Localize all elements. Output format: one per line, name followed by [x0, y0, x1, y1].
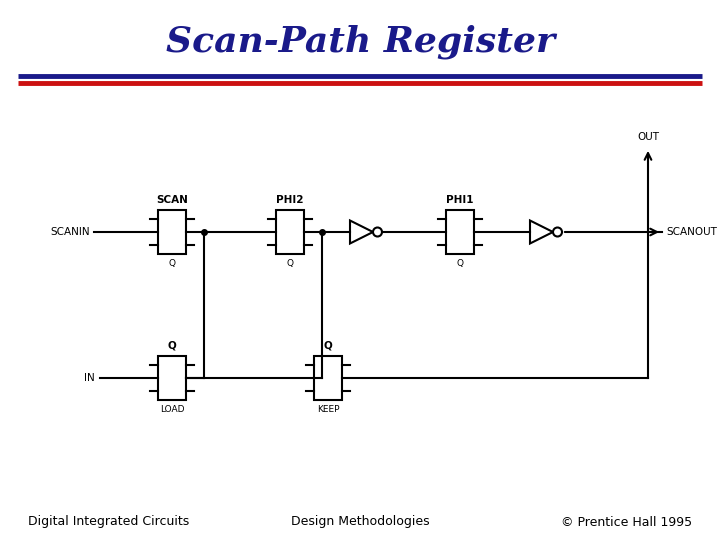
Text: IN: IN	[84, 373, 95, 383]
Text: SCANOUT: SCANOUT	[666, 227, 717, 237]
Text: PHI1: PHI1	[446, 195, 474, 205]
Text: Q: Q	[168, 341, 176, 351]
Text: Digital Integrated Circuits: Digital Integrated Circuits	[28, 516, 189, 529]
Text: LOAD: LOAD	[160, 405, 184, 414]
Bar	[158, 356, 186, 400]
Text: Scan-Path Register: Scan-Path Register	[166, 25, 554, 59]
Bar	[446, 210, 474, 254]
Text: SCANIN: SCANIN	[50, 227, 90, 237]
Text: Q: Q	[456, 259, 464, 268]
Bar	[158, 210, 186, 254]
Text: OUT: OUT	[637, 132, 659, 142]
Text: Q: Q	[168, 259, 176, 268]
Bar	[276, 210, 304, 254]
Text: Design Methodologies: Design Methodologies	[291, 516, 429, 529]
Text: © Prentice Hall 1995: © Prentice Hall 1995	[561, 516, 692, 529]
Text: PHI2: PHI2	[276, 195, 304, 205]
Text: Q: Q	[323, 341, 333, 351]
Text: KEEP: KEEP	[317, 405, 339, 414]
Text: SCAN: SCAN	[156, 195, 188, 205]
Bar	[314, 356, 342, 400]
Text: Q: Q	[287, 259, 294, 268]
